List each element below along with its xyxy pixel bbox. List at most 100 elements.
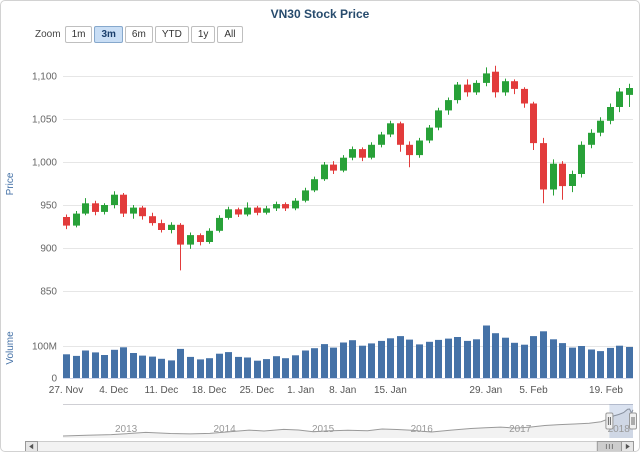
candle[interactable]	[273, 201, 280, 211]
navigator[interactable]: 2013 2014 2015 2016 2017 2018	[62, 404, 637, 438]
navigator-selected-range[interactable]	[609, 404, 633, 438]
candle[interactable]	[483, 67, 490, 87]
volume-bar[interactable]	[454, 337, 461, 378]
volume-bar[interactable]	[349, 340, 356, 378]
candle[interactable]	[578, 141, 585, 178]
volume-bar[interactable]	[502, 337, 509, 378]
candle[interactable]	[206, 228, 213, 244]
candle[interactable]	[244, 202, 251, 217]
candle[interactable]	[464, 79, 471, 97]
navigator-left-handle[interactable]	[605, 412, 614, 430]
volume-bar[interactable]	[473, 339, 480, 378]
volume-bar[interactable]	[559, 343, 566, 378]
volume-bar[interactable]	[177, 348, 184, 378]
volume-bar[interactable]	[578, 346, 585, 378]
candle[interactable]	[130, 205, 137, 219]
candle[interactable]	[530, 101, 537, 150]
volume-bar[interactable]	[168, 360, 175, 378]
candle[interactable]	[426, 125, 433, 144]
volume-bar[interactable]	[330, 347, 337, 378]
candle[interactable]	[359, 147, 366, 162]
volume-bar[interactable]	[149, 356, 156, 378]
candle[interactable]	[416, 137, 423, 158]
volume-bar[interactable]	[73, 355, 80, 378]
candle[interactable]	[321, 162, 328, 181]
volume-bar[interactable]	[282, 358, 289, 378]
candle[interactable]	[282, 202, 289, 211]
candle[interactable]	[292, 198, 299, 211]
volume-bar[interactable]	[187, 356, 194, 378]
candle[interactable]	[397, 121, 404, 152]
volume-bar[interactable]	[197, 359, 204, 378]
volume-bar[interactable]	[588, 349, 595, 379]
volume-bar[interactable]	[292, 355, 299, 378]
candle[interactable]	[225, 206, 232, 220]
range-button-1y[interactable]: 1y	[190, 26, 216, 43]
candle[interactable]	[216, 215, 223, 233]
candle[interactable]	[540, 137, 547, 204]
volume-bar[interactable]	[120, 347, 127, 378]
candle[interactable]	[187, 232, 194, 249]
volume-bar[interactable]	[435, 339, 442, 378]
volume-bar[interactable]	[426, 341, 433, 378]
volume-bar[interactable]	[550, 339, 557, 378]
volume-bar[interactable]	[225, 352, 232, 378]
candle[interactable]	[607, 103, 614, 125]
candle[interactable]	[378, 131, 385, 148]
volume-bar[interactable]	[406, 339, 413, 378]
candle[interactable]	[73, 211, 80, 228]
candle[interactable]	[158, 219, 165, 233]
candle[interactable]	[550, 159, 557, 196]
candle[interactable]	[511, 79, 518, 95]
volume-bar[interactable]	[311, 348, 318, 378]
volume-bar[interactable]	[530, 336, 537, 378]
volume-bar[interactable]	[397, 336, 404, 378]
volume-bar[interactable]	[302, 350, 309, 379]
volume-bar[interactable]	[445, 338, 452, 378]
scrollbar[interactable]	[25, 441, 634, 452]
range-button-3m[interactable]: 3m	[94, 26, 123, 43]
volume-bar[interactable]	[616, 345, 623, 378]
volume-bar[interactable]	[492, 333, 499, 378]
volume-bar[interactable]	[511, 342, 518, 378]
volume-bar[interactable]	[235, 356, 242, 378]
volume-bar[interactable]	[216, 353, 223, 378]
candle[interactable]	[387, 120, 394, 138]
candle[interactable]	[569, 170, 576, 193]
candle[interactable]	[349, 146, 356, 161]
volume-bar[interactable]	[607, 347, 614, 378]
candle[interactable]	[149, 212, 156, 226]
candle[interactable]	[263, 205, 270, 215]
candle[interactable]	[368, 142, 375, 160]
candle[interactable]	[626, 83, 633, 107]
volume-bar[interactable]	[139, 355, 146, 378]
volume-bar[interactable]	[368, 343, 375, 378]
volume-bar[interactable]	[464, 340, 471, 378]
volume-bar[interactable]	[626, 347, 633, 378]
candle[interactable]	[473, 80, 480, 95]
volume-bar[interactable]	[378, 340, 385, 378]
volume-bar[interactable]	[206, 358, 213, 378]
volume-bar[interactable]	[521, 344, 528, 378]
volume-bar[interactable]	[158, 358, 165, 378]
candle[interactable]	[177, 223, 184, 271]
candle[interactable]	[197, 233, 204, 246]
volume-bar[interactable]	[483, 325, 490, 379]
candle[interactable]	[454, 82, 461, 104]
volume-bar[interactable]	[63, 354, 70, 378]
volume-bar[interactable]	[273, 356, 280, 378]
candle[interactable]	[559, 161, 566, 200]
volume-bar[interactable]	[340, 342, 347, 379]
candle[interactable]	[340, 155, 347, 173]
volume-bar[interactable]	[244, 357, 251, 379]
candle[interactable]	[168, 222, 175, 234]
volume-bar[interactable]	[111, 349, 118, 378]
volume-bar[interactable]	[540, 331, 547, 378]
candle[interactable]	[139, 205, 146, 220]
volume-bar[interactable]	[263, 359, 270, 378]
candle[interactable]	[435, 107, 442, 131]
candle[interactable]	[120, 193, 127, 217]
volume-bar[interactable]	[321, 344, 328, 378]
scrollbar-track[interactable]	[37, 441, 622, 452]
scrollbar-left-button[interactable]	[25, 441, 38, 452]
